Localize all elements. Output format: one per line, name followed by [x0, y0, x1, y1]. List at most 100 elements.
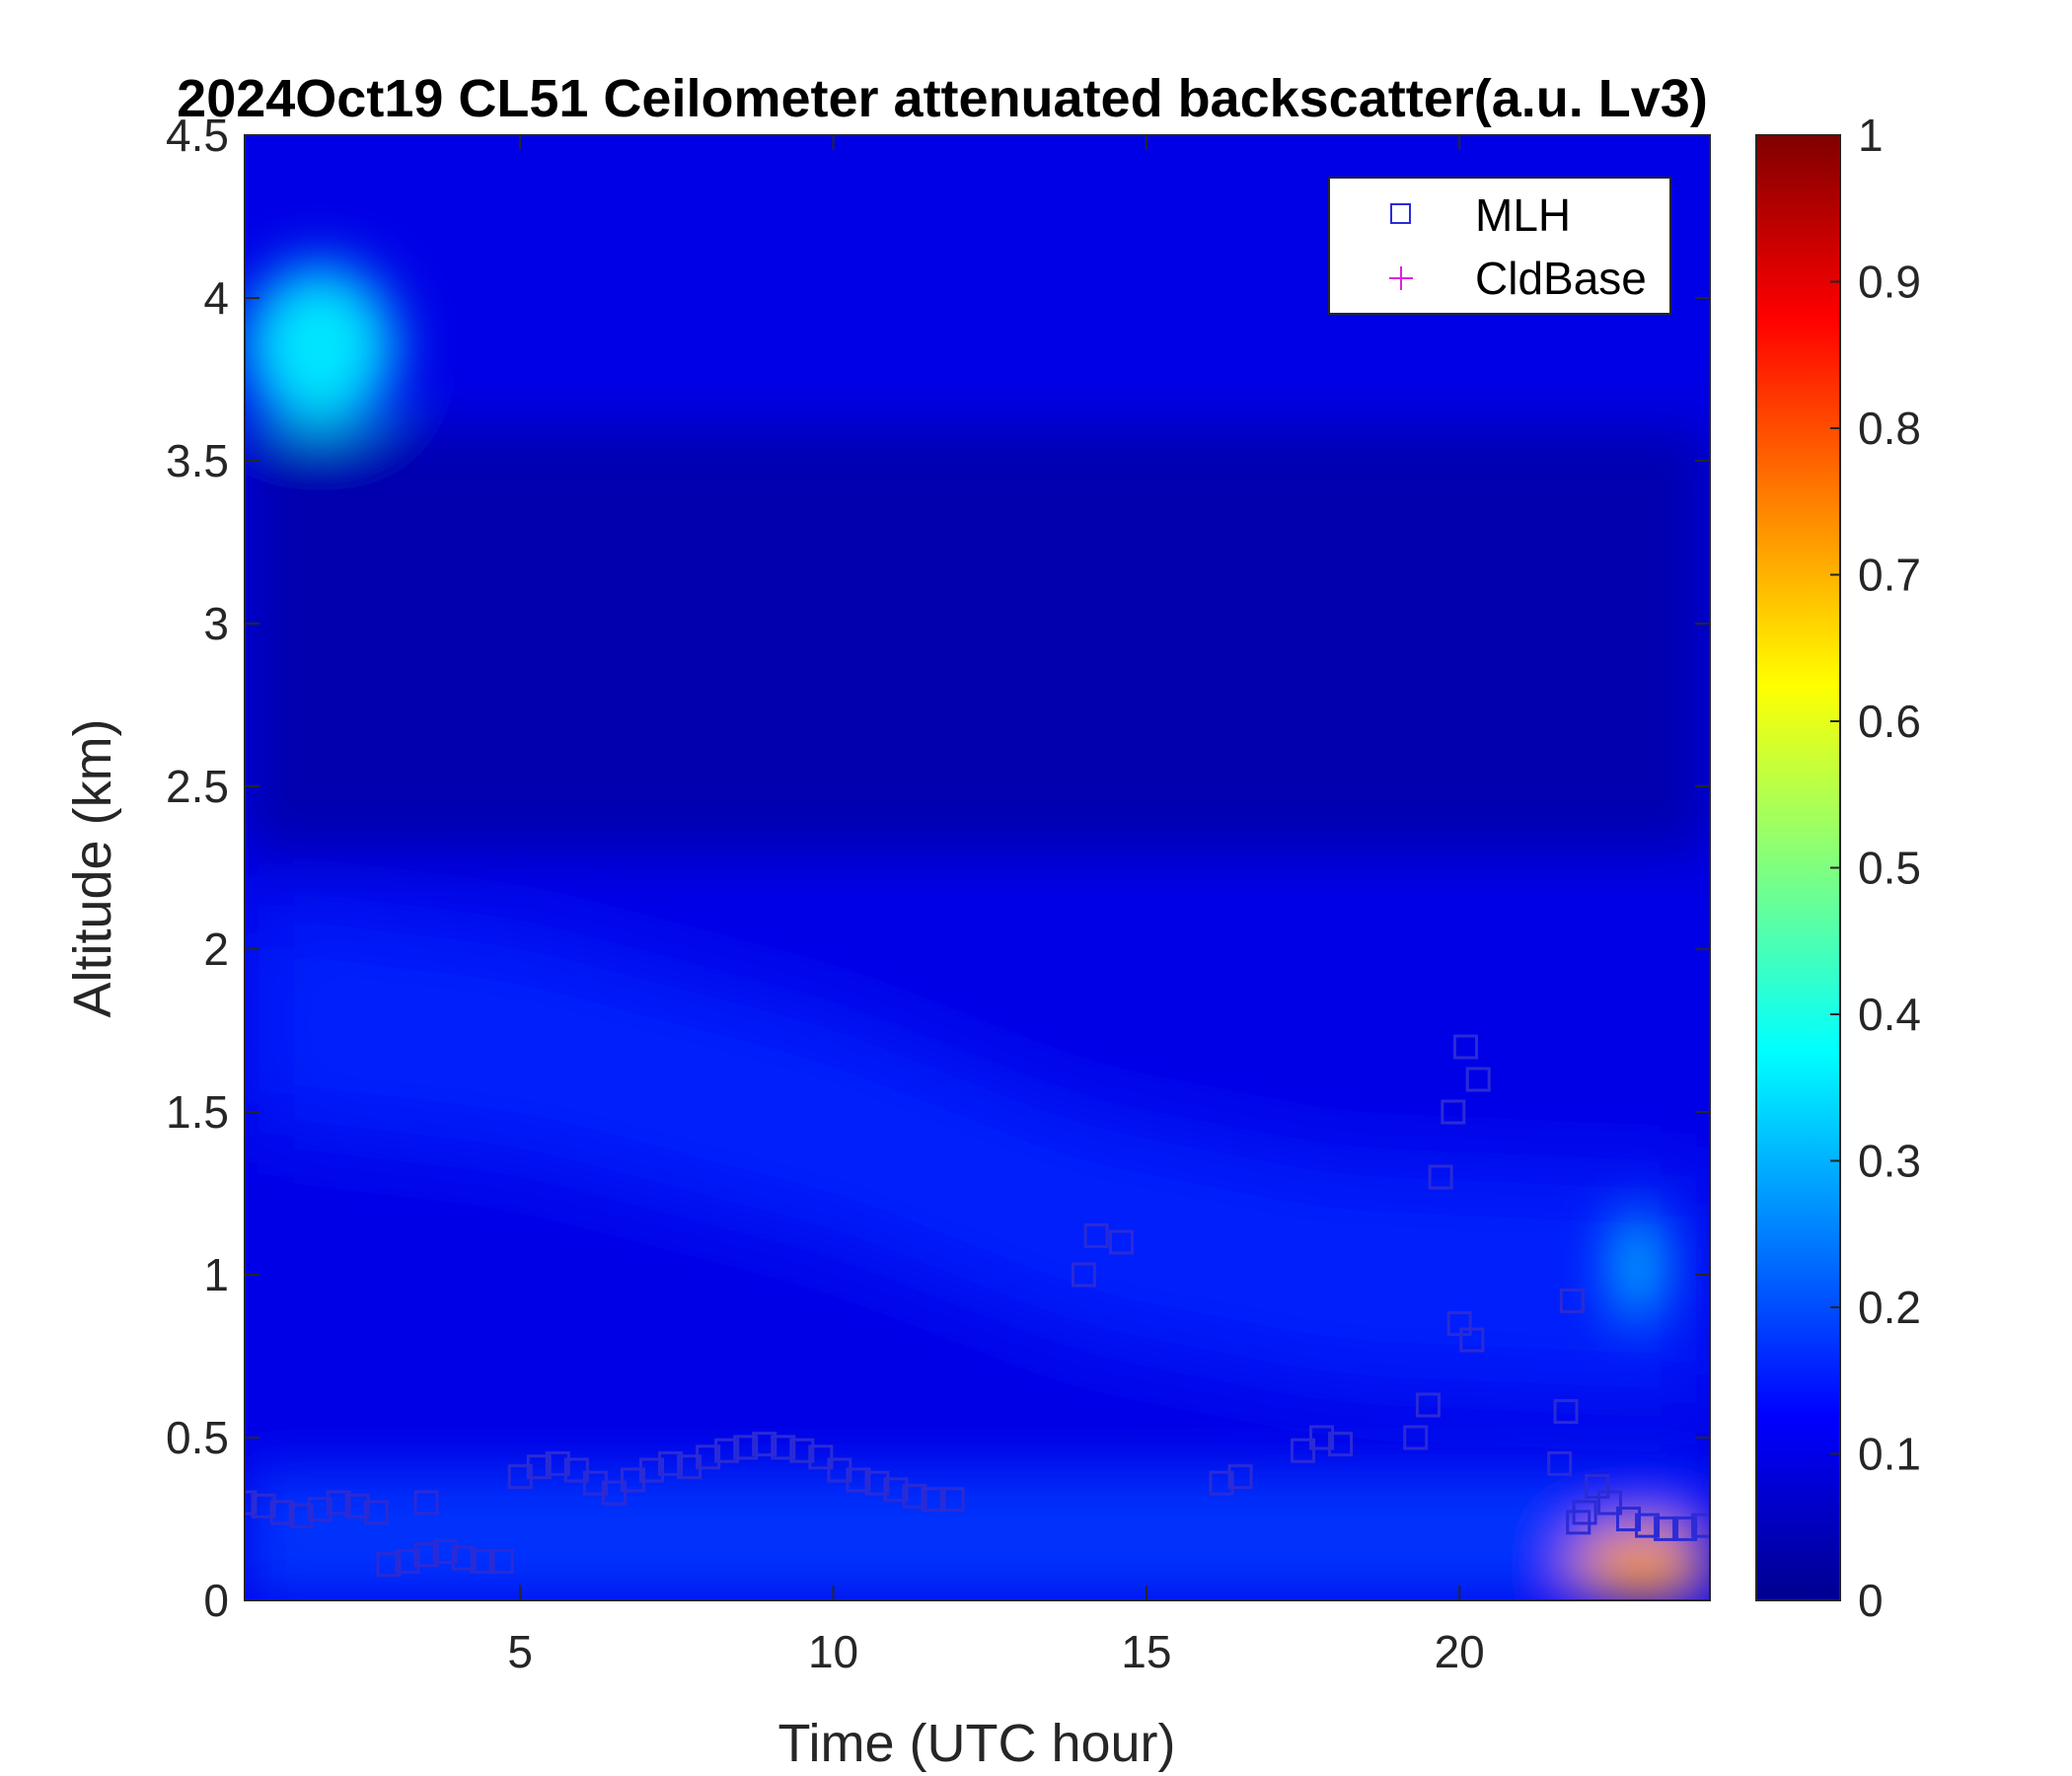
heatmap-feature	[245, 428, 1710, 851]
heatmap-feature	[1615, 1210, 1661, 1324]
mlh-marker	[432, 1539, 458, 1564]
mlh-marker	[639, 1457, 664, 1483]
mlh-marker	[1596, 1490, 1622, 1516]
y-tick-label: 0	[203, 1575, 229, 1626]
colorbar: 0 0.1 0.2 0.3 0.4 0.5 0.6 0.7 0.8 0.9 1	[1755, 110, 1921, 1626]
mlh-marker	[601, 1480, 627, 1506]
mlh-marker	[395, 1548, 420, 1574]
colorbar-tick-label: 0.7	[1858, 550, 1921, 601]
x-tick-label: 5	[507, 1626, 533, 1677]
mlh-marker	[1465, 1067, 1491, 1092]
mlh-marker	[714, 1438, 740, 1463]
mlh-marker	[376, 1552, 402, 1578]
colorbar-tick-label: 0.2	[1858, 1282, 1921, 1333]
heatmap-feature	[245, 900, 1710, 1405]
mlh-marker	[563, 1457, 589, 1483]
mlh-marker	[1209, 1470, 1234, 1496]
colorbar-tick-label: 0.8	[1858, 403, 1921, 454]
y-tick-label: 2	[203, 924, 229, 975]
legend-mlh-label: MLH	[1475, 189, 1571, 241]
mlh-marker	[696, 1444, 721, 1470]
colorbar-tick-label: 0	[1858, 1575, 1884, 1626]
mlh-marker	[902, 1483, 927, 1509]
mlh-marker	[526, 1454, 552, 1480]
mlh-marker	[1071, 1262, 1096, 1288]
y-axis-label: Altitude (km)	[63, 718, 122, 1017]
y-tick-label: 3	[203, 598, 229, 649]
y-tick-label: 3.5	[166, 435, 229, 486]
colorbar-gradient	[1755, 134, 1841, 1601]
chart-title: 2024Oct19 CL51 Ceilometer attenuated bac…	[177, 69, 1708, 128]
mlh-marker	[846, 1467, 871, 1493]
mlh-marker	[545, 1450, 570, 1476]
x-tick-label: 10	[808, 1626, 858, 1677]
mlh-marker	[363, 1500, 389, 1525]
legend-box	[1328, 177, 1671, 315]
mlh-marker	[1585, 1474, 1610, 1499]
y-tick-label: 1.5	[166, 1086, 229, 1138]
mlh-marker	[1403, 1425, 1429, 1450]
mlh-marker	[1691, 1513, 1710, 1538]
mlh-marker	[658, 1450, 684, 1476]
mlh-marker	[251, 1493, 276, 1518]
mlh-marker	[1635, 1513, 1661, 1538]
y-axis: 0 0.5 1 1.5 2 2.5 3 3.5 4 4.5	[166, 110, 1710, 1626]
colorbar-tick-label: 1	[1858, 110, 1884, 161]
mlh-marker	[1441, 1099, 1466, 1125]
mlh-marker	[1553, 1399, 1579, 1425]
heatmap-soft-layers	[245, 900, 1710, 1405]
heatmap-feature	[245, 265, 396, 428]
mlh-marker	[1547, 1450, 1573, 1476]
mlh-marker	[1083, 1222, 1109, 1248]
legend-mlh-marker	[1390, 203, 1411, 224]
mlh-marker	[1291, 1438, 1315, 1463]
mlh-marker	[326, 1490, 351, 1516]
mlh-marker	[344, 1493, 370, 1518]
heatmap-feature	[245, 1470, 1710, 1600]
y-tick-label: 1	[203, 1249, 229, 1300]
colorbar-tick-label: 0.6	[1858, 696, 1921, 747]
mlh-marker	[752, 1432, 777, 1457]
heatmap-local-layers	[245, 265, 1710, 1600]
mlh-marker	[1328, 1432, 1354, 1457]
mlh-marker	[1453, 1034, 1478, 1060]
mlh-marker	[771, 1435, 796, 1460]
mlh-marker	[1446, 1311, 1472, 1336]
mlh-marker	[413, 1542, 439, 1568]
y-tick-label: 0.5	[166, 1412, 229, 1463]
mlh-marker	[808, 1444, 834, 1470]
mlh-marker	[288, 1503, 314, 1528]
colorbar-tick-label: 0.9	[1858, 257, 1921, 308]
legend-cldbase-label: CldBase	[1475, 253, 1647, 304]
colorbar-tick-label: 0.1	[1858, 1429, 1921, 1480]
mlh-marker	[864, 1470, 890, 1496]
colorbar-ticks: 0 0.1 0.2 0.3 0.4 0.5 0.6 0.7 0.8 0.9 1	[1830, 110, 1921, 1626]
heatmap-feature	[1572, 1528, 1710, 1600]
mlh-series	[245, 1034, 1710, 1578]
legend-cldbase-marker	[1389, 266, 1413, 290]
mlh-marker	[883, 1477, 909, 1503]
mlh-marker	[1559, 1288, 1585, 1313]
backscatter-heatmap	[245, 135, 1710, 1600]
mlh-marker	[789, 1438, 815, 1463]
mlh-marker	[733, 1435, 759, 1460]
mlh-marker	[921, 1487, 946, 1513]
x-tick-label: 20	[1435, 1626, 1485, 1677]
mlh-marker	[1428, 1164, 1453, 1190]
mlh-marker	[1459, 1327, 1485, 1353]
mlh-marker	[1415, 1392, 1441, 1418]
mlh-marker	[470, 1548, 495, 1574]
mlh-marker	[1572, 1500, 1597, 1525]
mlh-marker	[307, 1497, 333, 1522]
legend: MLH CldBase	[1328, 177, 1671, 315]
plot-frame	[244, 134, 1711, 1601]
y-tick-label: 4.5	[166, 110, 229, 161]
mlh-marker	[1108, 1229, 1134, 1255]
mlh-marker	[488, 1548, 514, 1574]
colorbar-tick-label: 0.4	[1858, 989, 1921, 1040]
mlh-marker	[1654, 1516, 1679, 1541]
mlh-marker	[245, 1490, 258, 1516]
colorbar-tick-label: 0.3	[1858, 1136, 1921, 1187]
